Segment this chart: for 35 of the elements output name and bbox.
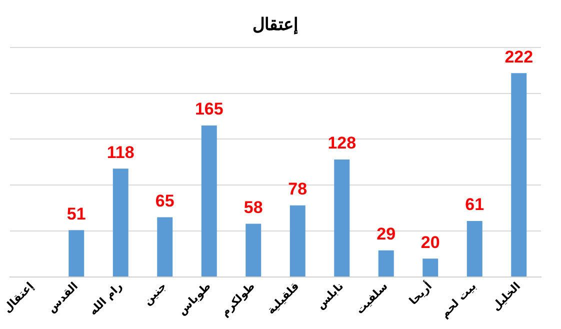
data-label: 118	[106, 142, 134, 162]
x-tick-label: رام الله	[86, 280, 125, 318]
bar	[112, 168, 128, 277]
data-label: 51	[66, 204, 86, 224]
data-label: 61	[465, 195, 484, 214]
bar	[422, 258, 438, 277]
bar	[201, 125, 217, 277]
x-tick-label: أريحا	[406, 278, 435, 308]
x-tick-label: الخليل	[489, 280, 524, 314]
data-label: 165	[194, 100, 224, 119]
data-label: 222	[504, 47, 534, 66]
bar	[290, 205, 306, 277]
x-tick-label: قلقيلية	[264, 280, 302, 317]
bar	[68, 230, 84, 277]
x-tick-label: إعتقال	[0, 280, 36, 316]
data-label: 78	[288, 180, 308, 199]
x-tick-label: جنين	[140, 280, 170, 308]
x-tick-label: نابلس	[314, 280, 346, 312]
bar	[466, 220, 482, 277]
x-tick-label: سلفيت	[353, 280, 390, 317]
bar	[157, 217, 173, 277]
data-label: 29	[376, 224, 396, 244]
x-tick-label: طولكرم	[218, 280, 258, 320]
x-tick-label: طوباس	[175, 280, 214, 318]
data-label: 65	[155, 191, 174, 210]
x-tick-label: القدس	[44, 280, 81, 316]
bar	[378, 250, 394, 277]
bar	[334, 159, 350, 277]
data-label: 128	[328, 134, 356, 153]
bar	[246, 224, 262, 277]
data-label: 58	[244, 198, 263, 217]
chart-title: إعتقال	[252, 14, 298, 35]
bar	[511, 73, 527, 277]
data-label: 20	[420, 232, 440, 252]
x-tick-label: بيت لحم	[438, 280, 479, 320]
